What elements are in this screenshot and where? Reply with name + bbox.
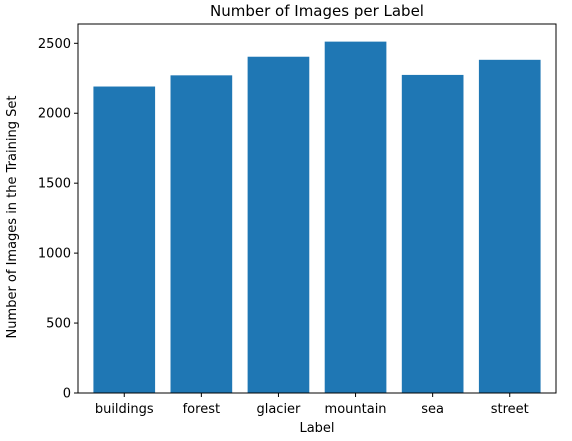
x-tick-label-mountain: mountain	[325, 402, 387, 417]
y-tick-label-0: 0	[63, 387, 71, 402]
bar-sea	[401, 74, 464, 394]
bar-forest	[170, 75, 233, 393]
y-axis-label: Number of Images in the Training Set	[5, 96, 20, 339]
x-tick-label-street: street	[491, 402, 529, 417]
y-tick-label-1500: 1500	[38, 177, 71, 192]
y-tick-label-500: 500	[46, 317, 71, 332]
bar-glacier	[247, 56, 310, 393]
x-tick-label-forest: forest	[183, 402, 220, 417]
x-axis-label: Label	[299, 421, 334, 436]
y-tick-label-2000: 2000	[38, 107, 71, 122]
y-tick-label-1000: 1000	[38, 247, 71, 262]
bars-group	[93, 41, 541, 394]
plot-frame	[77, 23, 557, 394]
bar-buildings	[93, 86, 156, 393]
x-tick-label-glacier: glacier	[256, 402, 301, 417]
y-tick-label-2500: 2500	[38, 37, 71, 52]
x-tick-label-buildings: buildings	[95, 402, 154, 417]
bar-street	[478, 59, 541, 393]
y-axis: 0 500 1000 1500 2000 2500	[38, 37, 78, 402]
chart-title: Number of Images per Label	[210, 2, 424, 20]
bar-mountain	[324, 41, 387, 393]
x-axis: buildings forest glacier mountain sea street	[95, 393, 529, 417]
x-tick-label-sea: sea	[421, 402, 444, 417]
